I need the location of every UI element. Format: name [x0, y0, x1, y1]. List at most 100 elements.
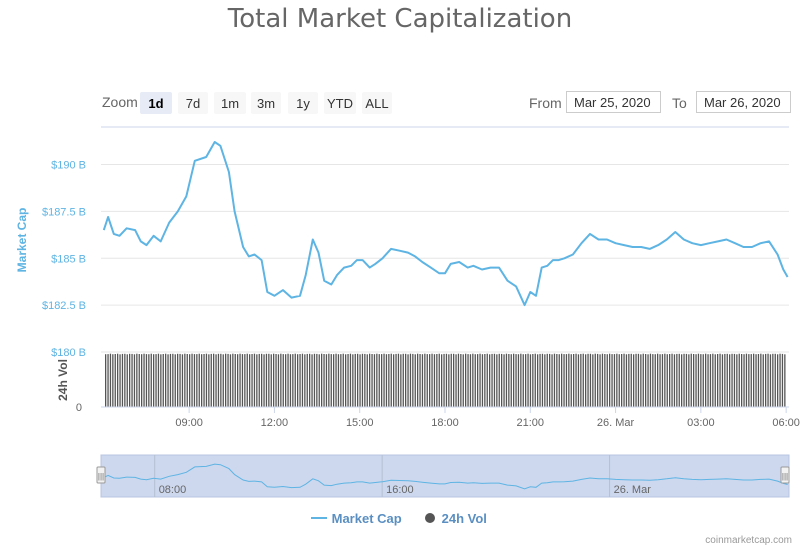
to-date-input[interactable] [696, 91, 791, 113]
volume-bar [477, 354, 479, 407]
volume-bar [371, 354, 373, 407]
volume-bar [719, 353, 721, 407]
zoom-7d-button[interactable]: 7d [178, 92, 208, 114]
volume-bar [592, 354, 594, 407]
volume-bar [227, 353, 229, 407]
volume-bar [313, 353, 316, 407]
volume-bar [251, 354, 253, 407]
volume-bar [189, 354, 191, 407]
volume-bar [311, 354, 313, 407]
volume-bar [414, 354, 416, 407]
volume-bar [167, 354, 169, 407]
volume-bar [448, 354, 450, 407]
volume-bar [472, 353, 474, 407]
zoom-1y-button[interactable]: 1y [288, 92, 318, 114]
volume-bar [496, 354, 498, 407]
credits-link[interactable]: coinmarketcap.com [705, 535, 792, 546]
navigator-tick-label: 26. Mar [614, 484, 652, 496]
volume-bar [441, 354, 443, 407]
volume-bar [273, 353, 275, 407]
volume-bar [613, 354, 616, 407]
volume-bar [513, 353, 515, 407]
volume-bar [683, 353, 685, 407]
volume-bar [666, 354, 668, 407]
legend-market-cap[interactable]: Market Cap [310, 511, 402, 529]
zoom-all-button[interactable]: ALL [362, 92, 392, 114]
volume-bar [630, 353, 632, 407]
volume-bar [443, 353, 445, 407]
volume-bar [436, 354, 438, 407]
volume-bar [661, 354, 664, 407]
volume-bar [263, 354, 265, 407]
navigator-right-handle[interactable] [780, 466, 790, 484]
volume-bar [352, 354, 354, 407]
volume-bar [395, 353, 397, 407]
volume-bar [474, 354, 476, 407]
zoom-3m-button[interactable]: 3m [251, 92, 281, 114]
volume-axis-title: 24h Vol [56, 359, 70, 401]
zoom-1d-button[interactable]: 1d [140, 92, 172, 114]
volume-bar [268, 353, 270, 407]
volume-bar [222, 354, 224, 407]
volume-bar [549, 353, 551, 407]
volume-bar [373, 354, 376, 407]
volume-bar [753, 353, 755, 407]
zoom-ytd-button[interactable]: YTD [324, 92, 356, 114]
volume-bar [498, 353, 500, 407]
from-date-input[interactable] [566, 91, 661, 113]
volume-bar [525, 354, 527, 407]
volume-bar [445, 353, 448, 407]
volume-bar [385, 354, 388, 407]
volume-bar [745, 353, 748, 407]
volume-bar [124, 353, 126, 407]
volume-bar [611, 354, 613, 407]
market-cap-series [102, 141, 789, 307]
volume-bar [366, 354, 368, 407]
volume-bar [417, 353, 419, 407]
zoom-1m-button[interactable]: 1m [214, 92, 246, 114]
volume-bar [681, 354, 683, 407]
volume-bar [376, 353, 378, 407]
volume-bar [664, 353, 666, 407]
volume-bar [568, 353, 570, 407]
volume-bar [297, 354, 299, 407]
volume-bar [532, 354, 534, 407]
navigator-selection[interactable] [100, 454, 790, 498]
volume-bar [196, 354, 198, 407]
volume-bar [184, 353, 186, 407]
volume-bar [467, 354, 469, 407]
volume-bar [563, 354, 565, 407]
volume-bar [774, 353, 776, 407]
volume-bar [645, 354, 647, 407]
volume-bar [539, 353, 541, 407]
volume-bar [714, 354, 716, 407]
volume-bar [160, 354, 162, 407]
volume-bar [119, 354, 121, 407]
volume-bar [421, 354, 424, 407]
volume-bar [261, 353, 263, 407]
volume-bar [481, 354, 484, 407]
volume-bar [726, 353, 728, 407]
volume-bar [390, 353, 392, 407]
volume-bar [577, 354, 580, 407]
volume-bar [234, 354, 236, 407]
volume-bar [501, 353, 503, 407]
volume-bar [337, 354, 340, 407]
volume-bar [529, 354, 532, 407]
volume-bar [738, 353, 740, 407]
legend-volume[interactable]: 24h Vol [424, 511, 487, 529]
volume-bar [328, 353, 330, 407]
volume-bar [628, 353, 630, 407]
volume-bar [282, 354, 284, 407]
volume-bar [419, 354, 421, 407]
volume-bar [105, 354, 107, 407]
volume-bar [508, 354, 510, 407]
navigator-left-handle[interactable] [96, 466, 106, 484]
volume-bar [117, 353, 119, 407]
volume-bar [676, 353, 678, 407]
volume-bar [505, 353, 508, 407]
volume-bar [673, 354, 676, 407]
volume-bar [316, 353, 318, 407]
volume-bar [136, 353, 138, 407]
volume-bar [748, 354, 750, 407]
